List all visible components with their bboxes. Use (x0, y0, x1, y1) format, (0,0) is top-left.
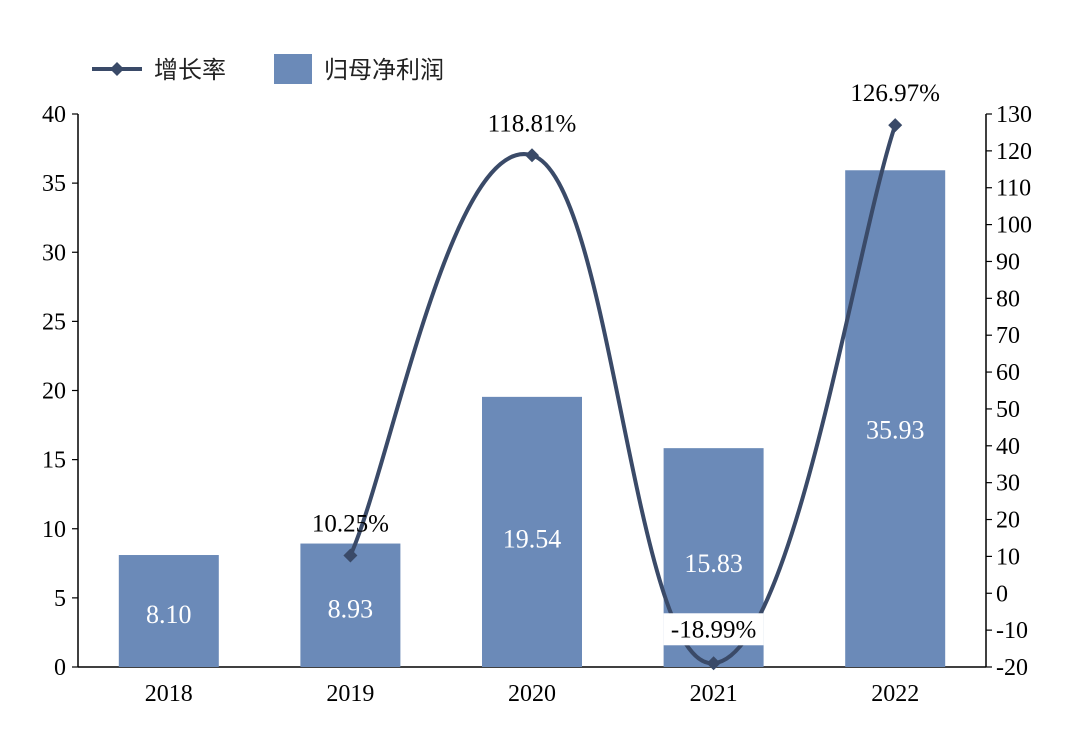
bar (300, 543, 401, 667)
right-tick-label: 90 (996, 249, 1020, 275)
growth-rate-label: 118.81% (488, 110, 577, 137)
right-tick-label: 120 (996, 139, 1032, 165)
left-tick-label: 35 (42, 171, 66, 197)
bars (118, 170, 946, 667)
bar-value-label: 19.54 (503, 524, 562, 553)
growth-rate-label: -18.99% (671, 616, 756, 643)
bar (482, 396, 582, 667)
legend-label-net-profit: 归母净利润 (324, 56, 444, 84)
right-tick-label: 130 (996, 102, 1032, 128)
growth-rate-point (525, 148, 539, 163)
category-label: 2018 (145, 681, 193, 707)
growth-rate-label: 10.25% (312, 510, 389, 537)
bar-value-label: 15.83 (684, 549, 743, 578)
growth-rate-point (706, 656, 721, 671)
right-tick-label: 80 (996, 286, 1020, 312)
bar-labels: 8.10 8.93 19.54 15.83 35.93 (146, 416, 924, 630)
growth-rate-line (348, 124, 898, 666)
right-tick-label: 20 (996, 508, 1020, 534)
axes: 0 5 10 15 20 25 30 35 40 -20 -10 0 10 20 30 40 50 60 70 80 9… (42, 102, 1032, 707)
category-label: 2019 (326, 681, 374, 707)
category-label: 2022 (871, 681, 919, 707)
left-tick-label: 30 (42, 240, 66, 266)
line-labels: 10.25% 118.81% -18.99% 126.97% (312, 80, 940, 646)
left-tick-label: 40 (42, 102, 66, 128)
category-label: 2020 (508, 681, 556, 707)
legend-line-marker (110, 62, 124, 76)
growth-line-group (343, 118, 903, 671)
bar-value-label: 8.93 (328, 595, 374, 624)
legend: 增长率 归母净利润 (92, 54, 444, 84)
legend-bar-swatch (274, 54, 312, 84)
left-tick-label: 10 (42, 517, 66, 543)
right-tick-label: -20 (996, 655, 1028, 681)
right-tick-label: 40 (996, 434, 1020, 460)
right-tick-label: 0 (996, 581, 1008, 607)
legend-label-growth-rate: 增长率 (154, 56, 226, 84)
left-tick-label: 15 (42, 448, 66, 474)
right-tick-label: 60 (996, 360, 1020, 386)
left-tick-label: 0 (54, 655, 66, 681)
bar-value-label: 8.10 (146, 600, 192, 629)
right-tick-label: 100 (996, 213, 1032, 239)
growth-rate-point (888, 118, 903, 133)
left-tick-label: 5 (54, 586, 66, 612)
line-label-background (663, 613, 764, 646)
right-tick-label: 30 (996, 471, 1020, 497)
bar-value-label: 35.93 (866, 416, 925, 445)
right-tick-label: -10 (996, 618, 1028, 644)
left-tick-label: 25 (42, 309, 66, 335)
right-tick-label: 50 (996, 397, 1020, 423)
category-label: 2021 (690, 681, 738, 707)
growth-rate-label: 126.97% (850, 80, 940, 107)
right-tick-label: 70 (996, 323, 1020, 349)
growth-rate-point (343, 548, 358, 563)
left-tick-label: 20 (42, 379, 66, 405)
right-tick-label: 110 (996, 176, 1031, 202)
right-tick-label: 10 (996, 544, 1020, 570)
bar (118, 555, 219, 667)
